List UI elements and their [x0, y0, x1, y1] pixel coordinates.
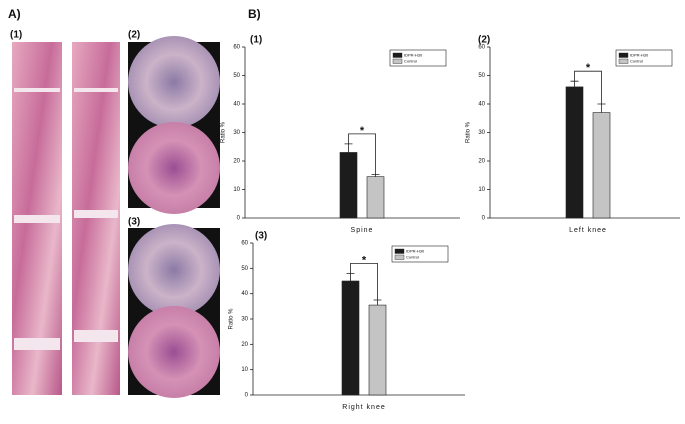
y-tick-label: 50: [241, 266, 248, 272]
panel-sublabel: (2): [478, 35, 490, 46]
error-bar: [597, 103, 606, 113]
significance: *: [586, 62, 591, 74]
y-tick-label: 40: [241, 291, 248, 297]
legend-box: [615, 49, 673, 67]
legend-swatch: [392, 58, 403, 64]
error-bar: [570, 80, 579, 87]
legend-swatch: [618, 52, 629, 58]
y-tick-label: 50: [478, 73, 485, 79]
significance: *: [362, 254, 367, 266]
y-tick-label: 60: [478, 45, 485, 51]
legend-label: IDPR-H30: [404, 52, 423, 57]
error-bar: [346, 273, 355, 281]
panel-sublabel: (3): [255, 231, 267, 242]
y-tick-label: 30: [241, 317, 248, 323]
x-axis-label: Left knee: [569, 227, 607, 234]
legend-swatch: [394, 254, 405, 260]
y-tick-label: 60: [241, 241, 248, 247]
y-axis-label: Ratio %: [229, 308, 235, 330]
histology-images: [12, 36, 220, 398]
y-tick-label: 40: [478, 102, 485, 108]
panel-label: A): [8, 7, 21, 21]
significance-bracket: [350, 263, 378, 300]
bar: [565, 86, 584, 219]
legend-label: Control: [406, 254, 419, 259]
legend-box: [389, 49, 447, 67]
significance-bracket: [348, 133, 376, 175]
legend-label: IDPR-H30: [630, 52, 649, 57]
significance-bracket: [574, 70, 602, 104]
y-tick-label: 10: [241, 367, 248, 373]
y-tick-label: 20: [241, 342, 248, 348]
panel-sublabel: (1): [250, 35, 262, 46]
y-tick-label: 30: [478, 130, 485, 136]
panel-sublabel: (3): [128, 217, 140, 228]
legend-label: Control: [404, 58, 417, 63]
error-bar: [344, 143, 353, 153]
significance: *: [360, 125, 365, 137]
legend-label: IDPR-H30: [406, 248, 425, 253]
x-axis-label: Right knee: [342, 404, 385, 411]
y-tick-label: 20: [233, 159, 240, 165]
legend-box: [391, 245, 449, 263]
bar: [368, 304, 387, 396]
y-tick-label: 0: [237, 216, 241, 222]
bar: [341, 280, 360, 396]
legend-swatch: [392, 52, 403, 58]
panel-sublabel: (2): [128, 30, 140, 41]
y-tick-label: 10: [233, 187, 240, 193]
legend-swatch: [394, 248, 405, 254]
y-tick-label: 40: [233, 102, 240, 108]
y-tick-label: 30: [233, 130, 240, 136]
y-tick-label: 0: [245, 393, 249, 399]
y-tick-label: 50: [233, 73, 240, 79]
error-bar: [373, 299, 382, 306]
bar: [366, 176, 385, 219]
y-tick-label: 10: [478, 187, 485, 193]
y-tick-label: 60: [233, 45, 240, 51]
y-axis-label: Ratio %: [466, 121, 472, 143]
legend-label: Control: [630, 58, 643, 63]
panel-sublabel: (1): [10, 30, 22, 41]
bar: [592, 112, 611, 219]
legend-swatch: [618, 58, 629, 64]
panel-label: B): [248, 7, 261, 21]
y-axis-label: Ratio %: [221, 121, 227, 143]
x-axis-label: Spine: [351, 227, 374, 234]
y-tick-label: 0: [482, 216, 486, 222]
error-bar: [371, 173, 380, 177]
bar: [339, 152, 358, 219]
y-tick-label: 20: [478, 159, 485, 165]
